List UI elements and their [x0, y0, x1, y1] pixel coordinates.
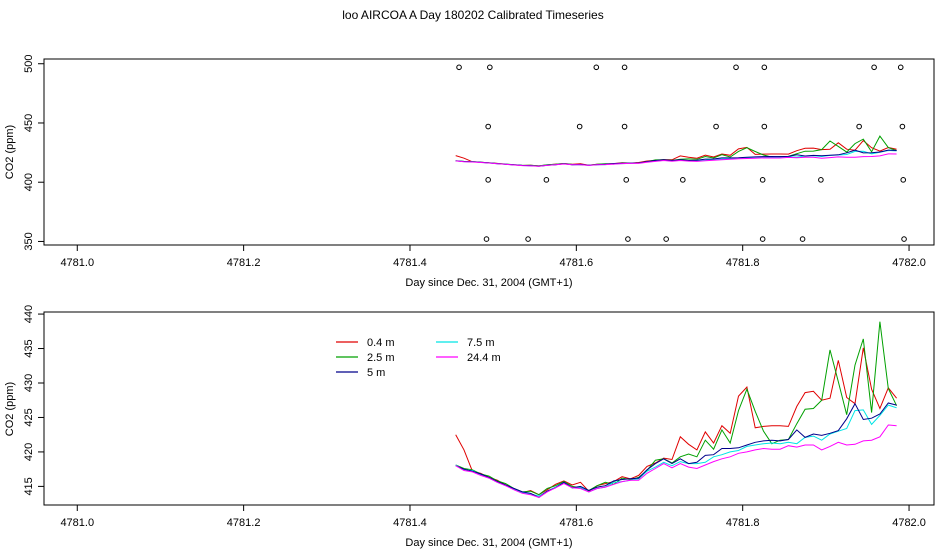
top-x-tick-label: 4781.8 — [726, 257, 760, 269]
flag-point — [625, 236, 631, 242]
bottom-x-tick-label: 4781.0 — [60, 517, 94, 529]
bottom-x-ticks: 4781.0 4781.2 4781.4 4781.6 4781.8 4782.0 — [60, 505, 926, 529]
top-x-tick-label: 4781.0 — [60, 257, 94, 269]
bottom-y-tick-label: 415 — [23, 477, 35, 495]
flag-point — [901, 236, 907, 242]
bottom-series-line-0-4-m — [455, 347, 897, 496]
legend: 0.4 m 2.5 m 5 m 7.5 m 24.4 m — [336, 337, 501, 379]
flag-point — [525, 236, 531, 242]
flag-point — [713, 123, 719, 130]
flag-point — [899, 123, 906, 130]
bottom-series — [455, 321, 898, 498]
top-y-tick-label: 350 — [23, 232, 35, 250]
flag-point — [759, 177, 766, 183]
flag-point — [818, 177, 824, 183]
bottom-x-axis-label: Day since Dec. 31, 2004 (GMT+1) — [405, 537, 572, 549]
bottom-x-tick-label: 4782.0 — [892, 517, 926, 529]
flag-point — [900, 177, 907, 183]
top-y-tick-label: 400 — [23, 173, 35, 191]
flag-point — [733, 64, 739, 71]
bottom-y-tick-label: 425 — [23, 408, 35, 426]
legend-label: 5 m — [367, 367, 385, 379]
flag-point — [680, 177, 686, 183]
flag-point — [761, 64, 768, 71]
bottom-y-axis-label: CO2 (ppm) — [4, 382, 16, 436]
flag-point — [485, 123, 491, 130]
flag-point — [856, 123, 862, 130]
top-plot-frame — [43, 58, 935, 246]
bottom-y-ticks: 415 420 425 430 435 440 — [23, 305, 44, 496]
bottom-x-tick-label: 4781.8 — [726, 517, 760, 529]
bottom-series-line-24-4-m — [455, 424, 897, 498]
top-series-line-24-4-m — [455, 153, 897, 167]
flag-point — [759, 236, 766, 242]
flag-point — [799, 236, 806, 242]
top-y-axis-label: CO2 (ppm) — [4, 125, 16, 179]
flag-point — [897, 64, 904, 71]
bottom-series-line-2-5-m — [455, 321, 898, 496]
top-x-tick-label: 4781.6 — [560, 257, 594, 269]
top-x-tick-label: 4781.2 — [227, 257, 261, 269]
flag-point — [761, 123, 768, 130]
top-x-ticks: 4781.0 4781.2 4781.4 4781.6 4781.8 4782.0 — [60, 245, 926, 269]
bottom-x-tick-label: 4781.4 — [393, 517, 427, 529]
top-y-ticks: 350 400 450 500 — [23, 55, 44, 251]
top-panel: Day since Dec. 31, 2004 (GMT+1) CO2 (ppm… — [4, 55, 935, 289]
bottom-panel: Day since Dec. 31, 2004 (GMT+1) CO2 (ppm… — [4, 305, 935, 549]
legend-label: 7.5 m — [467, 337, 495, 349]
flag-point — [576, 123, 583, 130]
bottom-x-tick-label: 4781.2 — [227, 517, 261, 529]
top-y-tick-label: 450 — [23, 114, 35, 132]
flag-point — [483, 236, 490, 242]
bottom-plot-frame — [43, 311, 935, 506]
top-x-tick-label: 4781.4 — [393, 257, 427, 269]
top-y-tick-label: 500 — [23, 55, 35, 73]
bottom-x-tick-label: 4781.6 — [560, 517, 594, 529]
top-x-axis-label: Day since Dec. 31, 2004 (GMT+1) — [405, 277, 572, 289]
legend-label: 0.4 m — [367, 337, 395, 349]
chart-title: loo AIRCOA A Day 180202 Calibrated Times… — [342, 8, 603, 22]
bottom-y-tick-label: 420 — [23, 443, 35, 461]
legend-label: 2.5 m — [367, 352, 395, 364]
bottom-y-tick-label: 440 — [23, 305, 35, 323]
legend-label: 24.4 m — [467, 352, 501, 364]
flag-point — [621, 64, 628, 71]
bottom-y-tick-label: 430 — [23, 374, 35, 392]
flag-point — [487, 64, 493, 71]
flag-point — [623, 177, 630, 183]
bottom-series-line-5-m — [455, 402, 897, 498]
flag-point — [663, 236, 669, 242]
flag-point — [871, 64, 877, 71]
flag-point — [621, 123, 628, 130]
top-series-line-0-4-m — [455, 139, 897, 167]
flag-point — [543, 177, 550, 183]
top-series — [455, 64, 907, 242]
bottom-series-line-7-5-m — [455, 404, 897, 497]
bottom-y-tick-label: 435 — [23, 339, 35, 357]
flag-point — [485, 177, 491, 183]
flag-point — [593, 64, 600, 71]
flag-point — [456, 64, 462, 71]
top-x-tick-label: 4782.0 — [892, 257, 926, 269]
top-series-line-2-5-m — [455, 135, 897, 167]
